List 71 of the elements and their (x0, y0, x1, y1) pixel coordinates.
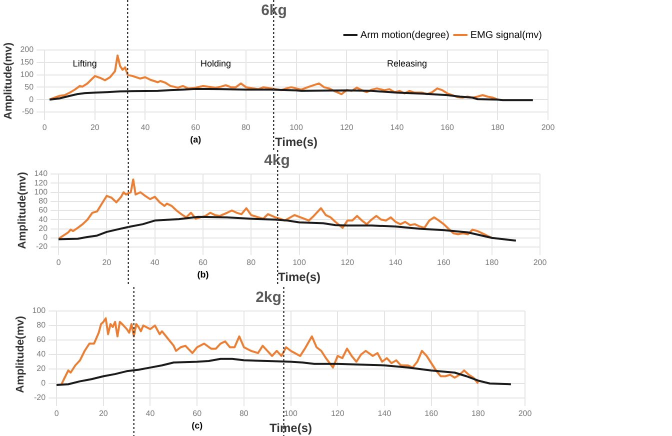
x-tick-label: 100 (290, 123, 304, 132)
chart-title: 2kg (256, 289, 282, 306)
x-tick-label: 40 (146, 409, 156, 418)
x-tick-label: 120 (330, 409, 345, 418)
y-tick-label: 60 (36, 335, 46, 344)
x-tick-label: 40 (140, 123, 150, 132)
legend-label: Arm motion(degree) (360, 30, 450, 41)
y-axis-title: Amplitude(mv) (14, 316, 27, 393)
y-tick-label: 50 (24, 82, 34, 92)
y-tick-label: 0 (43, 233, 48, 242)
y-tick-label: -20 (36, 242, 48, 252)
x-tick-label: 20 (98, 409, 108, 418)
annotation: Lifting (72, 58, 97, 68)
x-tick-label: 140 (378, 409, 392, 418)
x-tick-label: 80 (241, 123, 251, 132)
x-tick-label: 180 (471, 409, 486, 418)
x-tick-label: 160 (424, 409, 439, 418)
text: (b) (197, 269, 209, 280)
x-tick-label: 20 (90, 123, 100, 132)
text: (a) (190, 134, 202, 144)
x-tick-label: 40 (150, 258, 160, 268)
y-tick-label: 200 (20, 45, 34, 54)
y-tick-label: 100 (34, 187, 48, 196)
y-tick-label: 20 (36, 364, 46, 374)
y-axis-title: Amplitude(mv) (16, 172, 29, 249)
y-tick-label: 150 (20, 58, 34, 67)
x-tick-label: 60 (198, 258, 208, 268)
y-tick-label: 0 (29, 94, 34, 104)
x-tick-label: 100 (292, 258, 306, 268)
y-tick-label: 100 (20, 70, 34, 80)
x-tick-label: 0 (56, 258, 62, 268)
x-tick-label: 140 (390, 123, 404, 132)
legend-label: EMG signal(mv) (470, 30, 542, 41)
annotation: Releasing (387, 58, 428, 68)
x-tick-label: 60 (191, 123, 201, 132)
chart-title: 6kg (261, 2, 287, 20)
x-tick-label: 60 (192, 409, 202, 418)
x-axis-title: Time(s) (270, 421, 312, 436)
y-tick-label: 80 (36, 320, 46, 330)
y-tick-label: 60 (38, 206, 48, 215)
y-tick-label: 100 (32, 306, 46, 316)
x-axis-title: Time(s) (278, 270, 321, 284)
text: (c) (192, 420, 203, 430)
y-tick-label: 140 (34, 169, 48, 178)
x-axis-title: Time(s) (275, 135, 318, 150)
y-axis-title: Amplitude(mv) (2, 42, 15, 120)
y-tick-label: 40 (36, 350, 46, 359)
x-tick-label: 80 (239, 409, 249, 418)
y-tick-label: 80 (38, 196, 48, 206)
x-tick-label: 160 (440, 123, 455, 132)
x-tick-label: 200 (541, 123, 556, 132)
y-tick-label: -50 (22, 107, 34, 116)
x-tick-label: 180 (485, 258, 500, 268)
chart-title: 4kg (264, 152, 290, 170)
x-tick-label: 200 (518, 409, 532, 418)
x-tick-label: 120 (340, 123, 354, 132)
x-tick-label: 180 (490, 123, 505, 132)
x-tick-label: 140 (388, 258, 403, 268)
annotation: Holding (200, 58, 231, 68)
x-tick-label: 80 (246, 258, 256, 268)
x-tick-label: 200 (533, 258, 548, 268)
y-tick-label: 20 (38, 224, 48, 233)
y-tick-label: 0 (41, 378, 46, 388)
y-tick-label: 120 (34, 178, 48, 188)
y-tick-label: -20 (34, 393, 46, 402)
y-tick-label: 40 (38, 214, 48, 224)
x-tick-label: 20 (102, 258, 112, 268)
x-tick-label: 0 (54, 409, 60, 418)
x-tick-label: 120 (340, 258, 355, 268)
x-tick-label: 160 (437, 258, 451, 268)
x-tick-label: 100 (284, 409, 298, 418)
